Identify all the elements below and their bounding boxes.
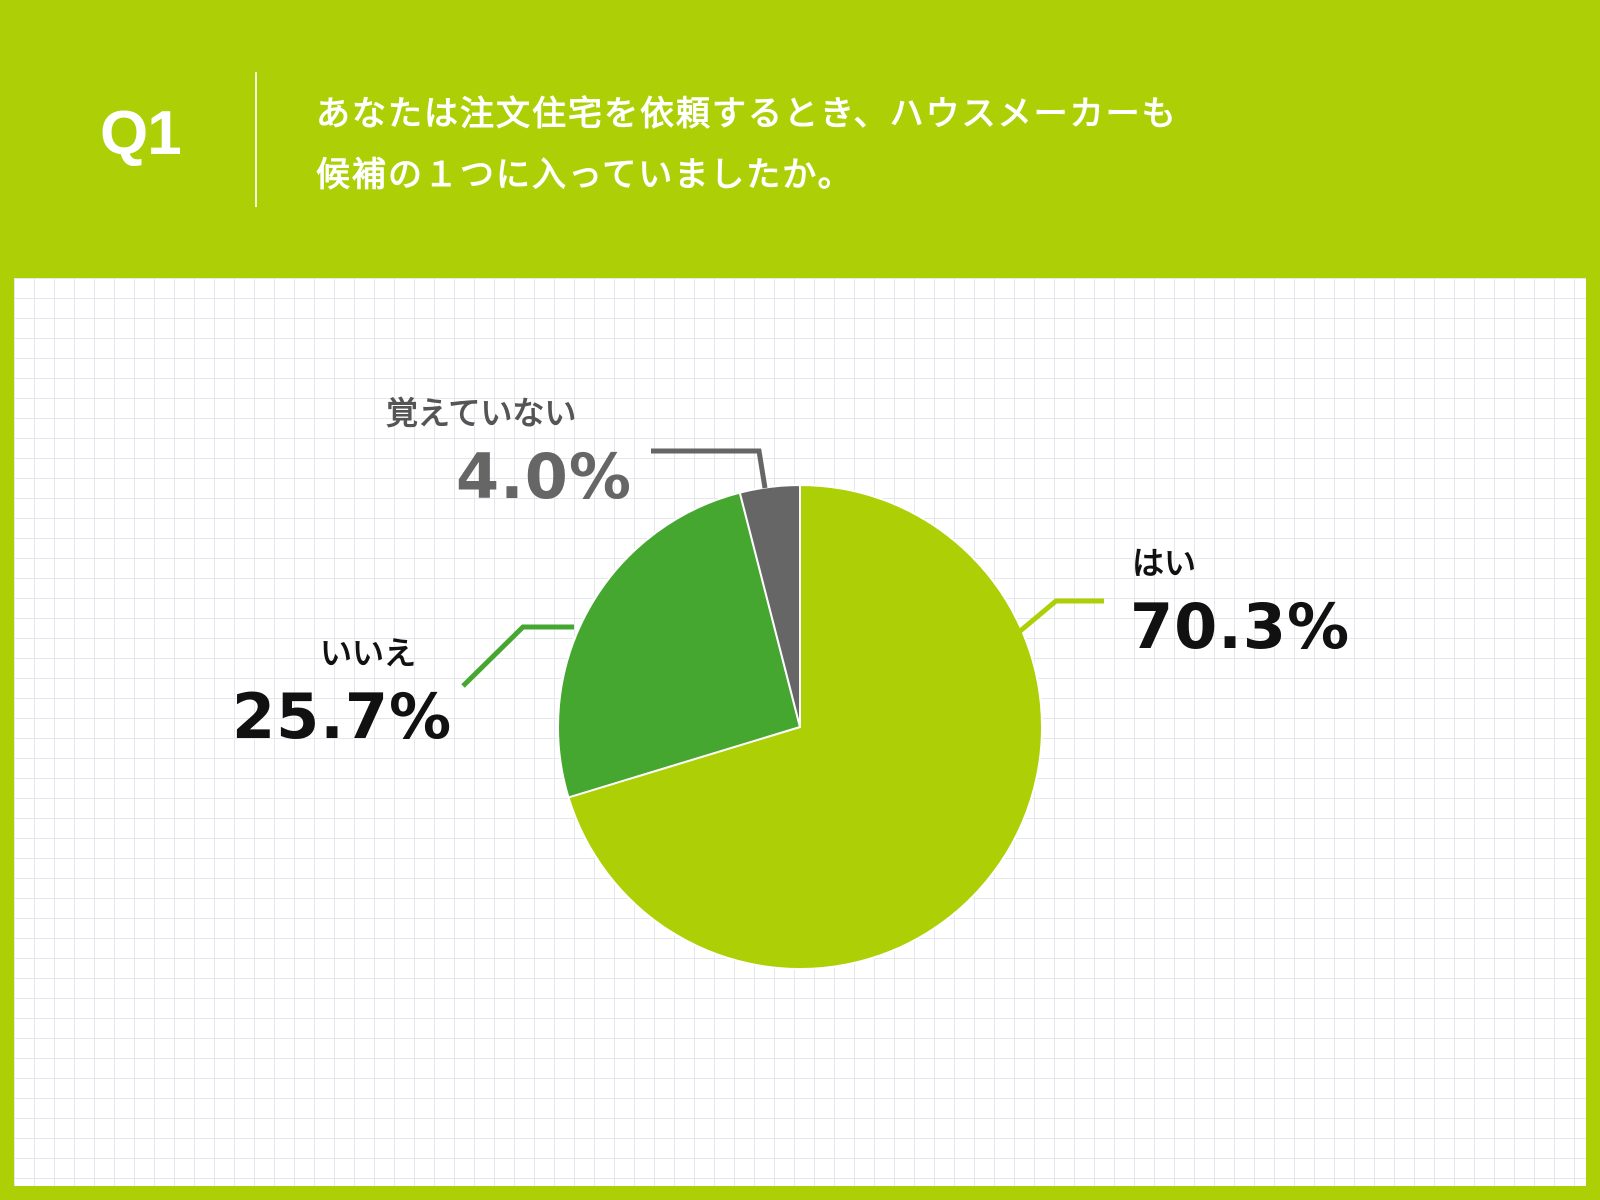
question-text: あなたは注文住宅を依頼するとき、ハウスメーカーも 候補の１つに入っていましたか。 — [316, 84, 1516, 206]
slice-value-yes: 70.3% — [1130, 590, 1351, 663]
slice-label-yes: はい — [1132, 544, 1197, 582]
header-divider — [255, 72, 257, 207]
question-line-2: 候補の１つに入っていましたか。 — [316, 155, 854, 195]
pie-slice-dont-know — [738, 483, 801, 728]
question-number: Q1 — [100, 99, 182, 168]
pie-slice-yes — [567, 483, 1043, 970]
slice-value-dont-know: 4.0% — [456, 440, 632, 513]
slice-label-dont-know: 覚えていない — [386, 394, 577, 432]
question-line-1: あなたは注文住宅を依頼するとき、ハウスメーカーも — [316, 94, 1178, 134]
pie-slice-no — [557, 491, 802, 799]
leader-line-dont-know — [651, 448, 768, 489]
header-band: Q1 あなたは注文住宅を依頼するとき、ハウスメーカーも 候補の１つに入っていまし… — [0, 0, 1600, 278]
leader-line-no — [461, 624, 574, 688]
slice-value-no: 25.7% — [232, 680, 453, 753]
leader-line-yes — [1017, 598, 1104, 634]
slice-label-no: いいえ — [320, 634, 417, 672]
